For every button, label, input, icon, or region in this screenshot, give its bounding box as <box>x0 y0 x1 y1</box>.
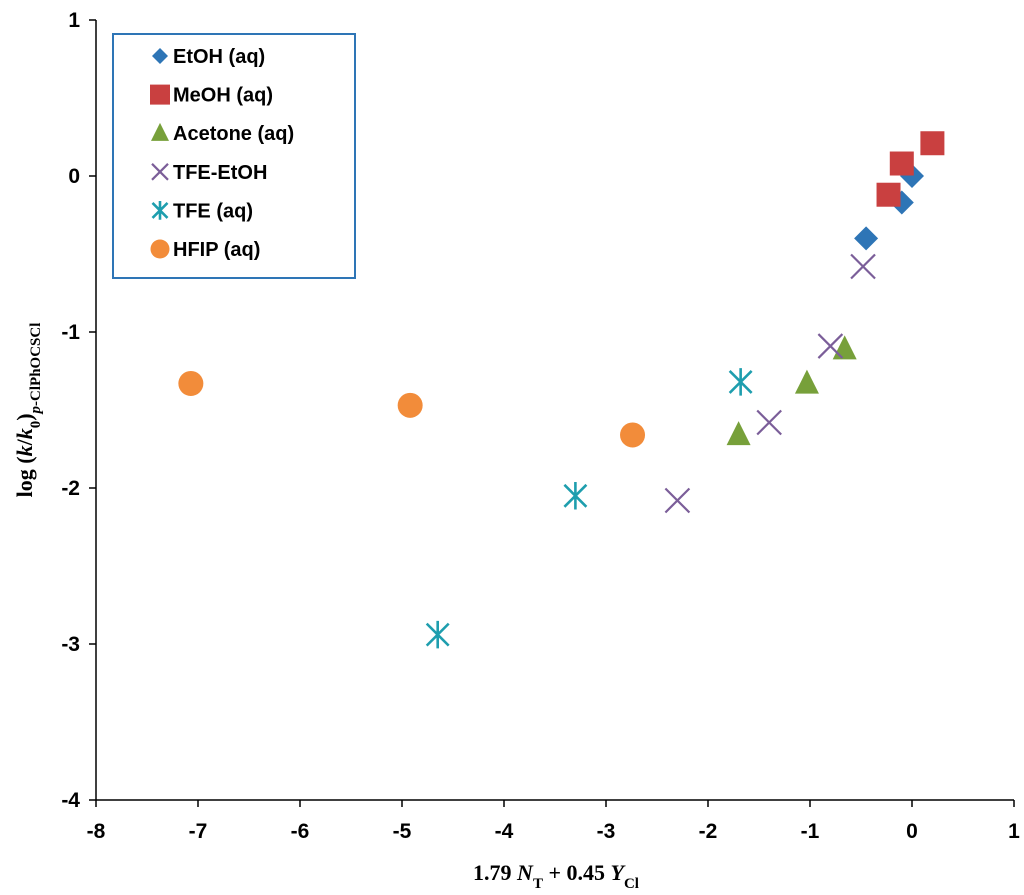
series-hfip-aq <box>178 370 646 448</box>
data-point <box>664 487 691 514</box>
data-point <box>726 421 751 446</box>
legend-marker <box>151 163 169 181</box>
legend-label: MeOH (aq) <box>173 85 273 107</box>
data-point <box>728 368 753 396</box>
y-tick-label: 1 <box>68 9 80 32</box>
x-tick-label: -2 <box>699 820 718 843</box>
series-etoh-aq <box>854 164 924 251</box>
data-point <box>876 182 901 207</box>
x-ticks: -8 -7 -6 -5 -4 -3 -2 -1 0 1 <box>87 800 1020 843</box>
legend-marker <box>151 122 169 141</box>
y-tick-label: -2 <box>61 477 80 500</box>
y-tick-label: -3 <box>61 633 80 656</box>
legend-label: Acetone (aq) <box>173 123 294 145</box>
data-point <box>817 333 844 359</box>
x-tick-label: 0 <box>906 820 918 843</box>
legend-marker <box>150 239 170 259</box>
x-axis-title: 1.79 NT + 0.45 YCl <box>473 860 639 892</box>
x-tick-label: -6 <box>291 820 310 843</box>
data-point <box>920 131 945 156</box>
x-tick-label: -8 <box>87 820 106 843</box>
data-point <box>889 151 914 176</box>
legend-marker <box>150 84 170 105</box>
y-tick-label: -4 <box>61 789 80 812</box>
data-point <box>756 409 782 436</box>
legend-box <box>112 33 356 279</box>
legend-label: TFE (aq) <box>173 200 253 222</box>
data-point <box>425 620 450 649</box>
x-tick-label: -7 <box>189 820 208 843</box>
data-point <box>397 392 423 418</box>
x-tick-label: 1 <box>1008 820 1020 843</box>
x-tick-label: -4 <box>495 820 514 843</box>
x-tick-label: -5 <box>393 820 412 843</box>
y-tick-label: -1 <box>61 321 80 344</box>
legend-label: EtOH (aq) <box>173 46 265 68</box>
data-point <box>563 482 588 510</box>
legend-marker <box>151 201 169 220</box>
data-point <box>854 226 879 251</box>
legend-label: HFIP (aq) <box>173 239 260 261</box>
y-ticks: -4 -3 -2 -1 0 1 <box>61 9 96 812</box>
y-axis-title: log (k/k0)p-ClPhOCSCl <box>12 323 44 498</box>
legend: EtOH (aq) MeOH (aq) Acetone (aq) TFE-EtOH TF… <box>112 33 356 279</box>
data-point <box>178 370 204 396</box>
series-tfe-etoh <box>664 253 876 514</box>
data-points <box>178 131 945 649</box>
x-tick-label: -1 <box>801 820 820 843</box>
data-point <box>620 422 646 448</box>
data-point <box>850 253 876 280</box>
series-meoh-aq <box>876 131 945 207</box>
data-point <box>794 369 819 394</box>
y-tick-label: 0 <box>68 165 80 188</box>
legend-marker <box>152 48 168 64</box>
axes: -8 -7 -6 -5 -4 -3 -2 -1 0 1 -4 -3 -2 -1 0 1 <box>61 9 1020 843</box>
series-tfe-aq <box>425 368 753 649</box>
legend-label: TFE-EtOH <box>173 162 267 184</box>
x-tick-label: -3 <box>597 820 616 843</box>
